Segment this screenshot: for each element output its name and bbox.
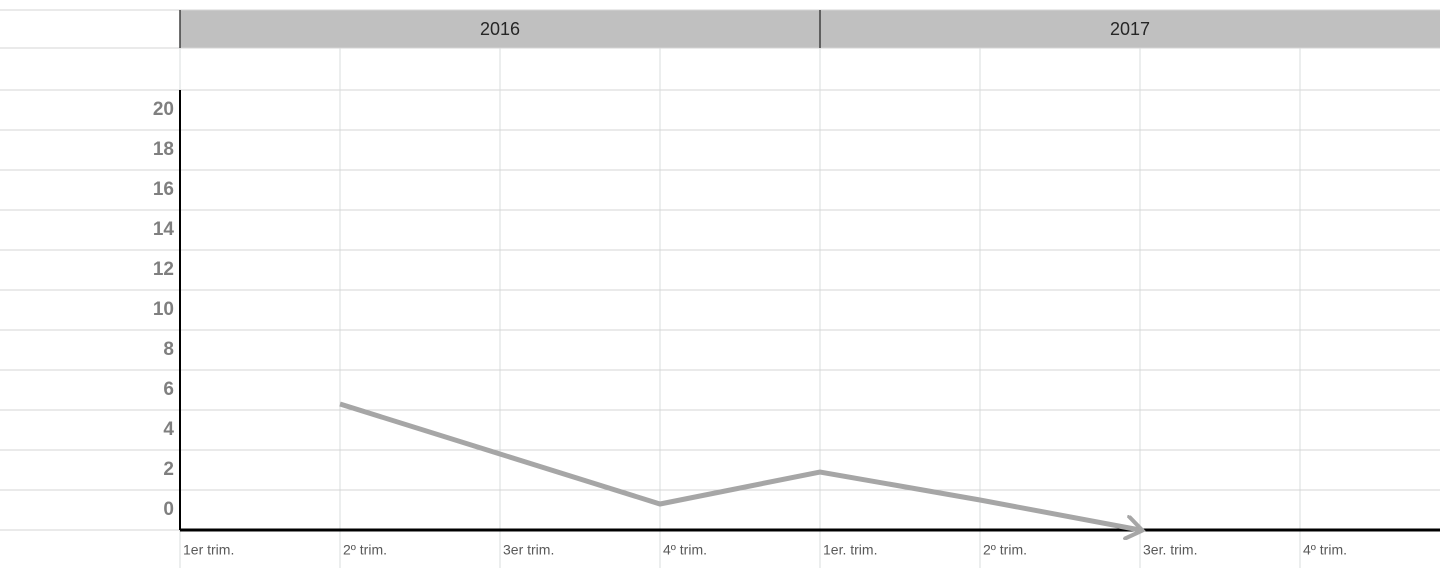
header-band [180, 10, 1440, 48]
x-tick-label: 1er trim. [183, 542, 234, 558]
y-tick-label: 4 [163, 419, 174, 440]
y-tick-label: 14 [153, 219, 175, 240]
y-tick-label: 16 [153, 179, 174, 200]
x-tick-label: 2º trim. [983, 542, 1027, 558]
x-tick-label: 3er. trim. [1143, 542, 1197, 558]
x-tick-label: 4º trim. [1303, 542, 1347, 558]
y-tick-label: 0 [163, 499, 174, 520]
x-tick-label: 2º trim. [343, 542, 387, 558]
x-tick-label: 1er. trim. [823, 542, 877, 558]
data-line [339, 401, 1140, 530]
y-tick-label: 20 [153, 99, 174, 120]
x-tick-label: 3er trim. [503, 542, 554, 558]
y-tick-label: 18 [153, 139, 174, 160]
group-label: 2017 [1110, 19, 1150, 39]
y-tick-label: 12 [153, 259, 174, 280]
y-tick-label: 2 [163, 459, 174, 480]
y-tick-label: 8 [163, 339, 174, 360]
x-tick-label: 4º trim. [663, 542, 707, 558]
y-tick-label: 6 [163, 379, 174, 400]
y-tick-label: 10 [153, 299, 174, 320]
group-label: 2016 [480, 19, 520, 39]
